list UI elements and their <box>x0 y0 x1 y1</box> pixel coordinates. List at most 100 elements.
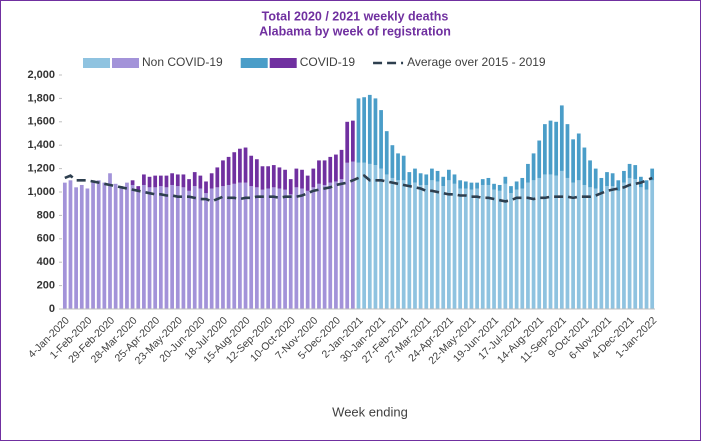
bar-segment <box>497 184 502 191</box>
bar-segment <box>187 179 191 191</box>
bar-segment <box>153 187 158 309</box>
bar-segment <box>170 184 174 309</box>
bar-segment <box>266 188 271 309</box>
bar-segment <box>565 177 570 309</box>
bar-segment <box>266 166 271 189</box>
y-tick-label: 200 <box>37 280 55 292</box>
bar-segment <box>503 176 508 184</box>
bar-segment <box>356 98 361 163</box>
bar-segment <box>650 180 655 309</box>
bar-segment <box>164 175 169 188</box>
bar-segment <box>277 167 282 189</box>
bar-segment <box>588 187 592 309</box>
bar-segment <box>582 147 587 185</box>
bar-segment <box>102 182 107 309</box>
bar-segment <box>418 184 423 309</box>
bar-segment <box>238 148 242 183</box>
bar-segment <box>181 174 186 188</box>
bar-segment <box>153 175 158 188</box>
bar-segment <box>492 183 496 190</box>
bar-segment <box>322 184 327 309</box>
bar-segment <box>424 174 429 185</box>
bar-segment <box>192 186 197 309</box>
bar-segment <box>509 193 513 309</box>
bar-segment <box>514 181 519 190</box>
bar-segment <box>232 183 237 309</box>
y-tick-label: 600 <box>37 233 55 245</box>
bar-segment <box>384 131 389 175</box>
y-tick-label: 2,000 <box>27 69 55 81</box>
y-tick-label: 1,400 <box>27 139 55 151</box>
bar-segment <box>430 180 434 309</box>
bar-segment <box>362 97 367 163</box>
bar-segment <box>209 188 214 309</box>
bar-segment <box>142 174 146 185</box>
bar-segment <box>486 177 491 185</box>
bar-segment <box>463 188 468 309</box>
bar-segment <box>181 187 186 309</box>
bar-segment <box>633 165 638 180</box>
bar-segment <box>441 176 446 187</box>
bar-segment <box>277 188 282 309</box>
bar-segment <box>91 180 95 309</box>
bar-segment <box>226 156 231 185</box>
bar-segment <box>401 155 406 181</box>
bar-segment <box>79 184 84 309</box>
bar-segment <box>136 186 141 191</box>
bar-segment <box>96 180 101 309</box>
bar-segment <box>559 105 564 171</box>
bar-segment <box>300 169 304 189</box>
bar-segment <box>192 172 197 187</box>
bar-segment <box>565 124 570 178</box>
bar-segment <box>554 121 559 176</box>
bar-segment <box>294 187 299 309</box>
bar-segment <box>175 174 180 187</box>
bar-segment <box>328 156 333 183</box>
bar-segment <box>605 172 609 187</box>
bar-segment <box>616 190 621 309</box>
bar-segment <box>543 124 547 175</box>
bar-segment <box>446 169 451 181</box>
bar-segment <box>147 176 152 188</box>
bar-segment <box>531 153 536 181</box>
bar-segment <box>158 186 163 309</box>
bar-segment <box>317 160 321 184</box>
bar-segment <box>130 184 135 309</box>
bar-segment <box>249 186 254 309</box>
bar-segment <box>288 194 293 309</box>
bar-segment <box>300 188 304 309</box>
bar-segment <box>543 174 547 309</box>
bar-segment <box>334 181 338 309</box>
y-tick-label: 1,800 <box>27 92 55 104</box>
bar-segment <box>644 189 649 309</box>
bar-segment <box>283 189 287 309</box>
bar-segment <box>215 187 220 309</box>
bar-segment <box>475 188 479 309</box>
average-line <box>64 174 653 203</box>
bar-segment <box>401 180 406 309</box>
bar-segment <box>627 163 632 178</box>
bar-segment <box>232 152 237 184</box>
bar-segment <box>373 98 378 166</box>
bar-segment <box>198 175 203 189</box>
bar-segment <box>571 139 575 183</box>
bar-segment <box>350 161 355 309</box>
bar-segment <box>238 182 242 309</box>
y-tick-label: 0 <box>49 303 55 315</box>
bar-segment <box>254 159 259 188</box>
bar-segment <box>407 186 412 309</box>
bar-segment <box>226 184 231 309</box>
bar-segment <box>249 155 254 187</box>
bar-segment <box>187 190 191 309</box>
bar-segment <box>526 182 530 309</box>
x-axis-title: Week ending <box>332 404 408 419</box>
bar-segment <box>317 183 321 309</box>
bar-segment <box>74 187 78 309</box>
bar-segment <box>362 162 367 309</box>
bar-segment <box>452 174 457 184</box>
bar-segment <box>413 182 417 309</box>
bar-segment <box>520 188 525 309</box>
bar-segment <box>548 120 553 175</box>
bar-segment <box>108 173 112 309</box>
bar-segment <box>430 168 434 181</box>
